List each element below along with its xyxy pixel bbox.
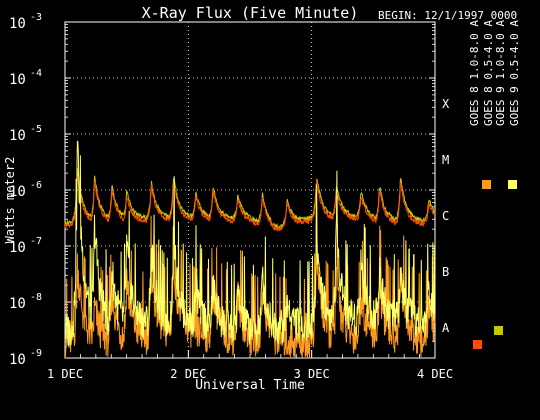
series-line-0 <box>64 175 436 232</box>
y-tick-exponent: -3 <box>30 12 42 23</box>
legend-swatch-goes8-short <box>482 180 491 189</box>
series-line-1 <box>64 191 436 359</box>
flare-class-label: X <box>442 97 450 111</box>
legend-swatch-goes8-long <box>473 340 482 349</box>
y-tick-exponent: -8 <box>30 292 42 303</box>
y-tick-label: 10 <box>9 72 26 88</box>
y-tick-exponent: -6 <box>30 180 42 191</box>
y-tick-exponent: -4 <box>30 68 42 79</box>
x-axis-label: Universal Time <box>195 378 305 393</box>
flare-class-label: A <box>442 321 450 335</box>
y-tick-label: 10 <box>9 352 26 368</box>
x-tick-label: 1 DEC <box>47 367 83 381</box>
chart-subtitle: BEGIN: 12/1/1997 0000 <box>378 9 518 22</box>
x-tick-label: 2 DEC <box>170 367 206 381</box>
y-tick-exponent: -5 <box>30 124 42 135</box>
y-axis-label: Watts meter2 <box>3 156 17 244</box>
y-tick-label: 10 <box>9 240 26 256</box>
y-tick-label: 10 <box>9 184 26 200</box>
chart-title: X-Ray Flux (Five Minute) <box>141 4 359 22</box>
flare-class-label: M <box>442 153 449 167</box>
legend-swatch-goes9-long <box>494 326 503 335</box>
y-tick-exponent: -7 <box>30 236 42 247</box>
legend-swatch-goes9-short <box>508 180 517 189</box>
flare-class-label: C <box>442 209 449 223</box>
y-tick-exponent: -9 <box>30 348 42 359</box>
series-line-3 <box>64 168 436 229</box>
x-tick-label: 4 DEC <box>417 367 453 381</box>
y-tick-label: 10 <box>9 16 26 32</box>
y-tick-label: 10 <box>9 296 26 312</box>
y-tick-label: 10 <box>9 128 26 144</box>
legend-goes9-long: GOES 9 1.0-8.0 A <box>494 20 507 126</box>
legend-goes8-long: GOES 8 1.0-8.0 A <box>468 20 481 126</box>
flare-class-label: B <box>442 265 449 279</box>
legend-goes9-short: GOES 9 0.5-4.0 A <box>508 20 521 126</box>
x-tick-label: 3 DEC <box>294 367 330 381</box>
series-line-2 <box>64 140 436 348</box>
